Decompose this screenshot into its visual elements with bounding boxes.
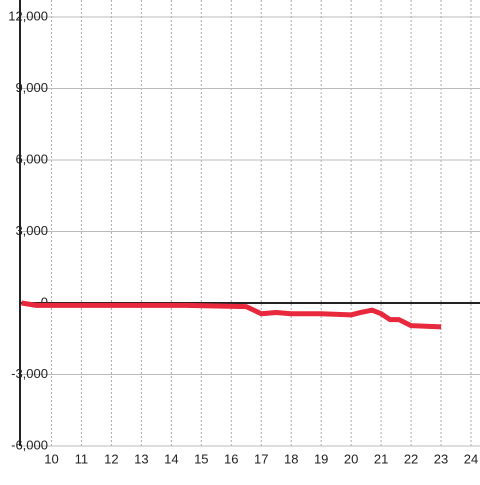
y-tick-label: 9,000: [15, 80, 48, 95]
x-tick-label: 19: [314, 451, 328, 466]
x-tick-label: 23: [434, 451, 448, 466]
x-tick-label: 17: [254, 451, 268, 466]
y-tick-label: -3,000: [11, 366, 48, 381]
x-tick-label: 15: [194, 451, 208, 466]
x-tick-label: 21: [374, 451, 388, 466]
x-tick-label: 14: [164, 451, 178, 466]
x-tick-label: 12: [104, 451, 118, 466]
y-tick-label: 3,000: [15, 223, 48, 238]
x-tick-label: 24: [464, 451, 478, 466]
x-tick-label: 18: [284, 451, 298, 466]
x-tick-label: 22: [404, 451, 418, 466]
x-tick-label: 16: [224, 451, 238, 466]
y-tick-label: -6,000: [11, 437, 48, 452]
x-tick-label: 10: [44, 451, 58, 466]
y-tick-label: 12,000: [8, 8, 48, 23]
x-tick-label: 20: [344, 451, 358, 466]
data-line: [21, 300, 442, 330]
x-tick-label: 11: [75, 451, 89, 466]
y-tick-label: 0: [41, 294, 48, 309]
x-tick-label: 13: [134, 451, 148, 466]
y-tick-label: 6,000: [15, 151, 48, 166]
